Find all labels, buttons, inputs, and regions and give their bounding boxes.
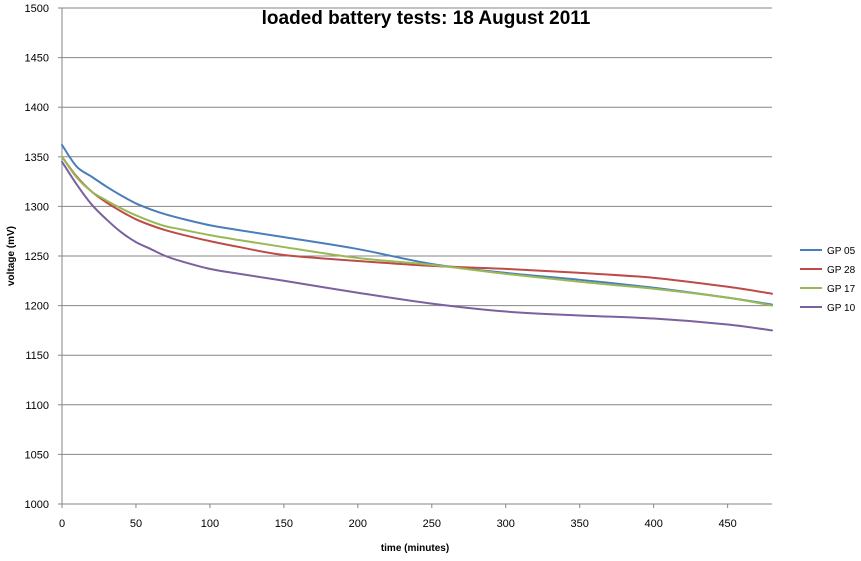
legend-label: GP 05 [827,246,856,257]
x-axis-title: time (minutes) [381,543,449,554]
series-line-gp-10 [61,160,773,332]
x-tick-label: 50 [130,518,142,530]
y-tick-label: 1050 [25,449,49,461]
y-tick-label: 1300 [25,201,49,213]
y-tick-label: 1400 [25,102,49,114]
gridlines [62,7,772,505]
x-tick-label: 250 [423,518,441,530]
y-axis-title: voltage (mV) [6,226,17,286]
y-tick-label: 1000 [25,499,49,511]
y-tick-label: 1500 [25,3,49,15]
y-tick-label: 1350 [25,152,49,164]
y-tick-label: 1250 [25,251,49,263]
x-tick-label: 150 [275,518,293,530]
series-line-gp-28 [61,155,773,295]
x-tick-label: 300 [497,518,515,530]
x-tick-label: 350 [571,518,589,530]
y-tick-label: 1450 [25,53,49,65]
y-tick-label: 1150 [25,350,49,362]
legend-label: GP 28 [827,265,856,276]
series-line-gp-05 [61,143,773,306]
x-tick-label: 400 [644,518,662,530]
series-lines [61,143,773,332]
legend-label: GP 10 [827,303,856,314]
x-tick-label: 0 [59,518,65,530]
axes: 1000105011001150120012501300135014001450… [25,3,772,530]
y-tick-label: 1200 [25,301,49,313]
y-tick-label: 1100 [25,400,49,412]
series-line-gp-17 [61,155,773,307]
x-tick-label: 200 [349,518,367,530]
x-tick-label: 100 [201,518,219,530]
chart-title: loaded battery tests: 18 August 2011 [262,8,591,29]
x-tick-label: 450 [718,518,736,530]
legend: GP 05 GP 28 GP 17 GP 10 [800,246,856,314]
legend-label: GP 17 [827,284,856,295]
